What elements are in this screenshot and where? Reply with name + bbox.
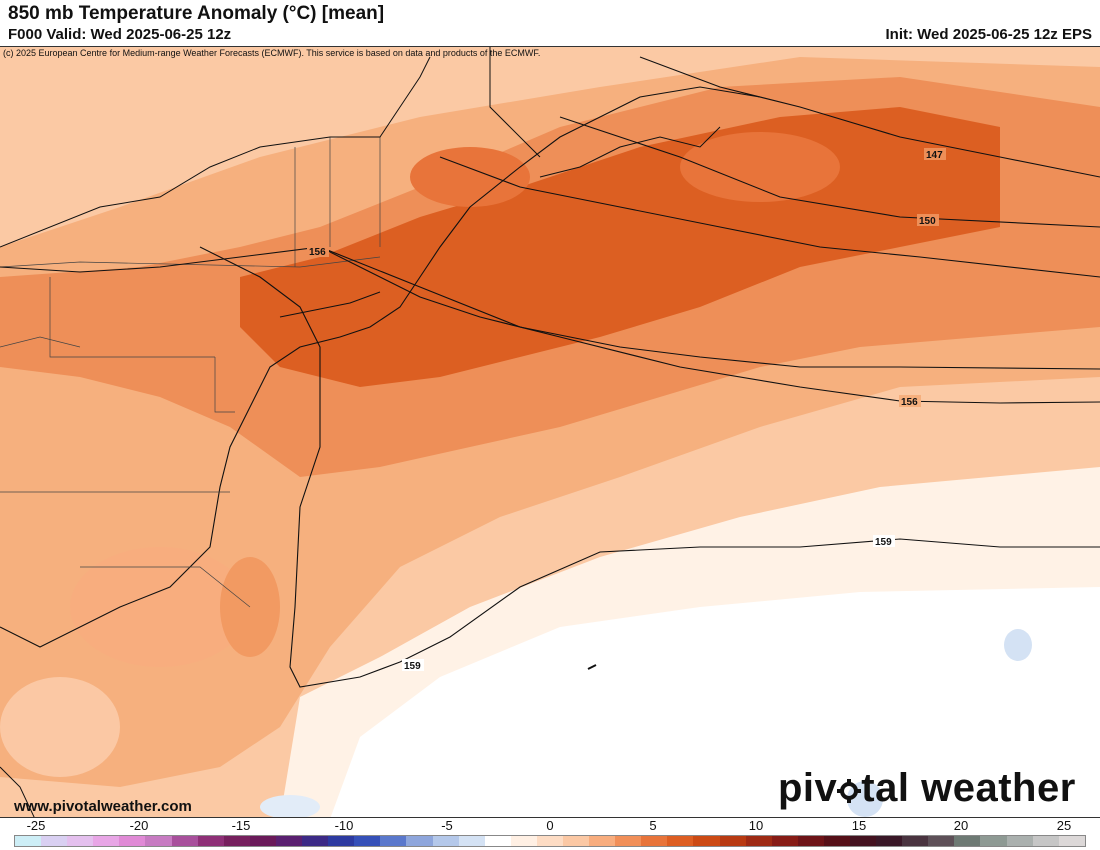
international-border — [489, 47, 541, 158]
contour-label-156: 156 — [309, 247, 326, 258]
color-scale-swatch — [275, 836, 303, 846]
color-scale-swatch — [954, 836, 981, 846]
contour-label-156: 156 — [901, 397, 918, 408]
color-scale-swatch — [197, 836, 224, 846]
scale-tick-label: 5 — [649, 818, 657, 833]
color-scale-swatch — [1006, 836, 1033, 846]
color-scale-swatch — [536, 836, 563, 846]
anomaly-field-warmer-patch — [680, 132, 840, 202]
color-scale-swatch — [745, 836, 772, 846]
color-scale-swatch — [823, 836, 850, 846]
anomaly-field-warmer-patch — [410, 147, 530, 207]
scale-tick-label: 0 — [546, 818, 554, 833]
color-scale-swatch — [1032, 836, 1059, 846]
logo-text-part2: tal weather — [861, 766, 1076, 810]
state-border — [80, 566, 251, 608]
scale-tick-label: -15 — [231, 818, 251, 833]
state-border — [49, 277, 215, 358]
weather-map[interactable]: 147 150 156 156 159 159 — [0, 46, 1100, 818]
color-scale-swatch — [484, 836, 511, 846]
scale-tick-label: 25 — [1056, 818, 1072, 833]
init-time: Init: Wed 2025-06-25 12z EPS — [885, 26, 1092, 43]
color-scale-swatch — [171, 836, 198, 846]
color-scale-swatch — [432, 836, 459, 846]
color-scale-swatch — [928, 836, 955, 846]
coastline-long-island — [279, 291, 381, 318]
color-scale-swatch — [223, 836, 250, 846]
contour-label-159: 159 — [875, 537, 892, 548]
color-scale-swatch — [719, 836, 746, 846]
coastline-nova-scotia — [539, 126, 721, 178]
color-scale-bar — [14, 835, 1086, 847]
scale-tick-label: -10 — [334, 818, 354, 833]
anomaly-field-cool-patch — [1004, 629, 1032, 661]
color-scale-swatch — [1058, 836, 1085, 846]
height-contour-147 — [559, 116, 1100, 228]
coastline-florida — [0, 766, 35, 817]
color-scale-swatch — [93, 836, 120, 846]
color-scale-swatch — [876, 836, 903, 846]
state-border — [214, 357, 235, 413]
color-scale-swatch — [119, 836, 146, 846]
anomaly-field-neutral — [330, 587, 1100, 817]
copyright-notice: (c) 2025 European Centre for Medium-rang… — [3, 48, 541, 58]
color-scale-swatch — [902, 836, 929, 846]
color-scale-swatch — [41, 836, 68, 846]
color-scale-swatch — [458, 836, 485, 846]
header-bar: 850 mb Temperature Anomaly (°C) [mean] F… — [0, 0, 1100, 46]
international-border — [0, 56, 431, 248]
anomaly-field-land-patch — [70, 547, 250, 667]
map-title: 850 mb Temperature Anomaly (°C) [mean] — [8, 3, 385, 24]
scale-tick-label: 15 — [851, 818, 867, 833]
color-scale-swatch — [328, 836, 355, 846]
color-scale-swatch — [589, 836, 616, 846]
color-scale-swatch — [667, 836, 694, 846]
height-contour-153 — [0, 246, 1100, 370]
pivotal-weather-logo: piv tal weather — [778, 766, 1076, 811]
color-scale-ticks: -25 -20 -15 -10 -5 0 5 10 15 20 25 — [0, 818, 1100, 834]
height-contour-156 — [319, 246, 1100, 404]
island — [587, 664, 597, 670]
color-scale-swatch — [771, 836, 798, 846]
height-contour-159 — [199, 246, 1100, 688]
color-scale-swatch — [693, 836, 720, 846]
color-scale-swatch — [67, 836, 94, 846]
coastline — [0, 86, 761, 648]
color-scale-swatch — [15, 836, 42, 846]
color-scale-swatch — [380, 836, 407, 846]
scale-tick-label: -5 — [441, 818, 453, 833]
color-scale-swatch — [562, 836, 590, 846]
contour-label-150: 150 — [919, 216, 936, 227]
color-scale-swatch — [615, 836, 642, 846]
color-scale-swatch — [980, 836, 1007, 846]
gear-icon — [837, 779, 862, 803]
scale-tick-label: 20 — [953, 818, 969, 833]
height-contour — [639, 56, 1100, 178]
color-scale-swatch — [641, 836, 668, 846]
contour-label-147: 147 — [926, 150, 943, 161]
scale-tick-label: -25 — [26, 818, 46, 833]
state-border — [0, 336, 81, 348]
color-scale-swatch — [406, 836, 433, 846]
map-canvas: 147 150 156 156 159 159 — [0, 47, 1100, 817]
color-scale-swatch — [302, 836, 329, 846]
color-scale-swatch — [850, 836, 877, 846]
logo-text-part1: piv — [778, 766, 838, 810]
scale-tick-label: 10 — [748, 818, 764, 833]
color-scale-swatch — [354, 836, 381, 846]
height-contour-150 — [439, 156, 1100, 278]
anomaly-field-land-patch — [0, 677, 120, 777]
color-scale-swatch — [510, 836, 537, 846]
state-border — [0, 256, 381, 268]
color-scale-swatch — [145, 836, 172, 846]
color-scale-swatch — [249, 836, 276, 846]
color-scale-swatch — [797, 836, 824, 846]
anomaly-field-cool-patch — [260, 795, 320, 817]
website-link[interactable]: www.pivotalweather.com — [14, 798, 192, 815]
contour-label-159: 159 — [404, 661, 421, 672]
valid-time: F000 Valid: Wed 2025-06-25 12z — [8, 26, 232, 43]
scale-tick-label: -20 — [129, 818, 149, 833]
